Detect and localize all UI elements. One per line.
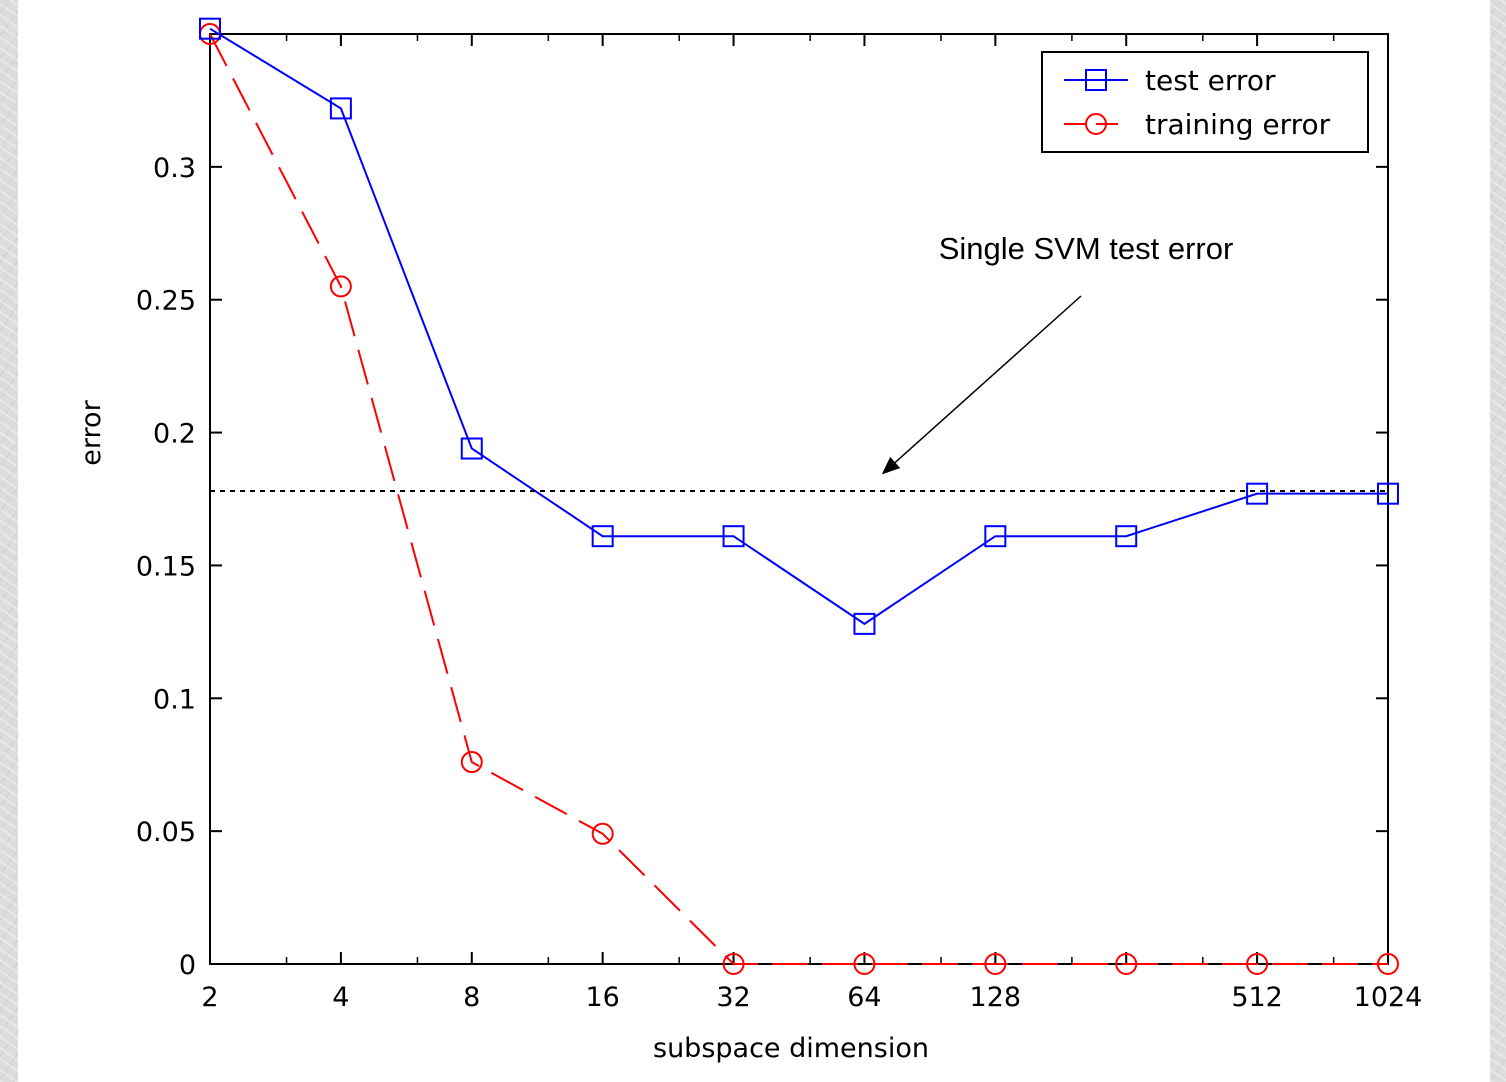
chart-figure: 0 0.05 0.1 0.15 0.2 0.25 0.3 2 4 8 16 32 64 128 512 10… [18, 0, 1490, 1082]
test-error-point [853, 612, 876, 635]
test-error-point [460, 437, 483, 460]
x-axis-title: subspace dimension [653, 1033, 929, 1064]
test-error-point [199, 17, 221, 40]
x-tick-label: 128 [970, 982, 1022, 1013]
y-tick-label: 0.3 [153, 153, 196, 184]
x-tick-label: 4 [332, 982, 349, 1013]
legend-test-marker [1085, 69, 1107, 91]
training-error-point [1246, 953, 1269, 975]
x-tick-label: 64 [847, 982, 881, 1013]
y-tick-label: 0 [179, 950, 196, 981]
chart-svg: 0 0.05 0.1 0.15 0.2 0.25 0.3 2 4 8 16 32 64 128 512 10… [76, 17, 1423, 1064]
x-tick-label: 512 [1231, 982, 1283, 1013]
test-error-point [722, 525, 745, 548]
annotation-arrow [881, 295, 1082, 475]
annotation-label: Single SVM test error [939, 231, 1234, 266]
training-error-point [591, 822, 614, 845]
training-error-line [209, 33, 1388, 965]
x-tick-label: 16 [585, 982, 619, 1013]
x-tick-label: 1024 [1354, 982, 1423, 1013]
legend-box [1041, 51, 1369, 153]
y-tick-label: 0.05 [136, 817, 196, 848]
training-error-point [722, 953, 745, 975]
x-tick-label: 8 [463, 982, 480, 1013]
training-error-point [329, 275, 352, 298]
training-error-point [984, 953, 1007, 975]
training-error-point [1115, 953, 1138, 975]
training-error-point [853, 953, 876, 975]
legend-training-marker [1085, 113, 1107, 135]
legend-test-label: test error [1145, 64, 1276, 97]
test-error-line [209, 27, 1388, 626]
test-error-point [984, 525, 1007, 548]
training-error-point [1377, 953, 1399, 975]
legend: test error training error [1041, 51, 1369, 153]
test-error-point [329, 97, 352, 120]
test-error-point [1377, 482, 1399, 505]
series-layer [199, 17, 1399, 975]
plot-area [209, 33, 1389, 965]
test-error-point [1246, 482, 1269, 505]
legend-training-label: training error [1145, 108, 1331, 141]
y-tick-label: 0.1 [153, 684, 196, 715]
y-tick-label: 0.25 [136, 286, 196, 317]
y-axis-title: error [76, 399, 107, 465]
x-tick-label: 32 [716, 982, 750, 1013]
x-tick-label: 2 [201, 982, 218, 1013]
test-error-point [591, 525, 614, 548]
test-error-point [1115, 525, 1138, 548]
training-error-point [460, 751, 483, 774]
y-axis-ticks: 0 0.05 0.1 0.15 0.2 0.25 0.3 [136, 153, 1388, 981]
y-tick-label: 0.2 [153, 419, 196, 450]
y-tick-label: 0.15 [136, 551, 196, 582]
